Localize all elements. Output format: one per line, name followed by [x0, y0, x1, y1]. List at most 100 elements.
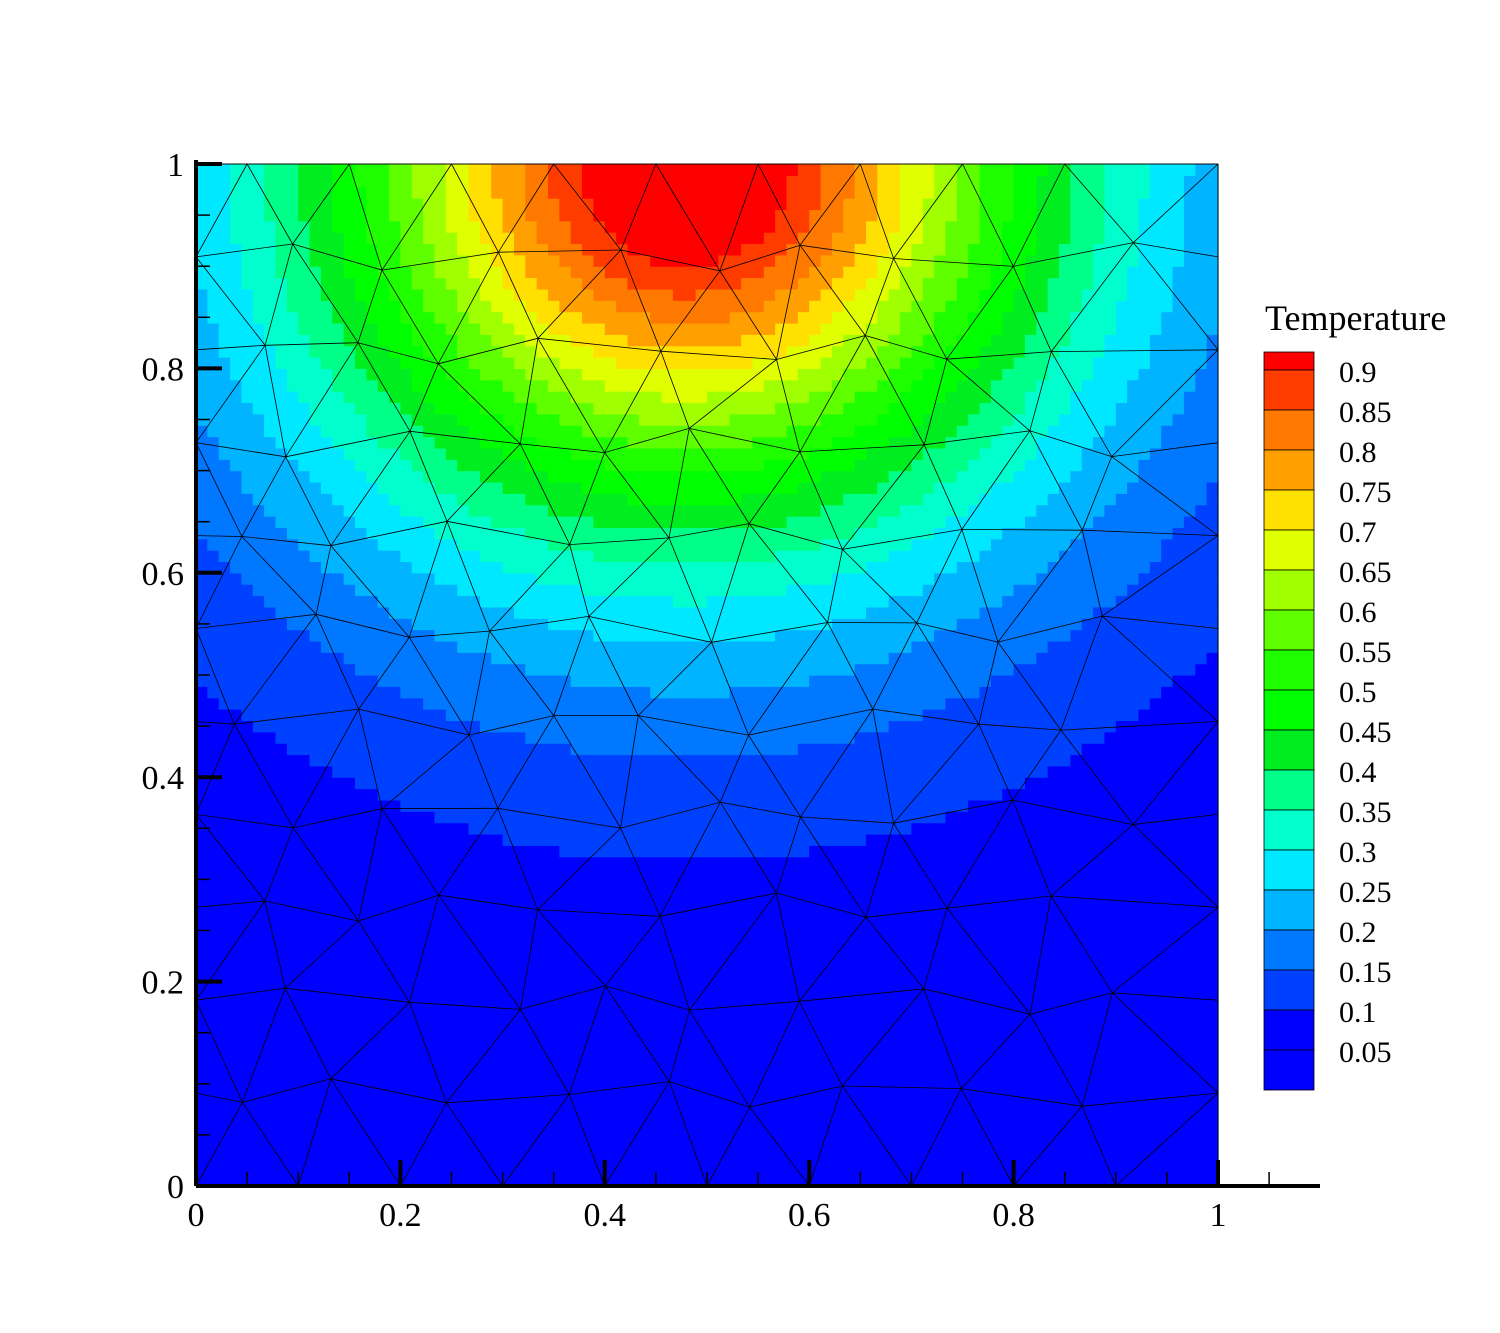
contour-cell — [536, 595, 549, 608]
contour-cell — [513, 936, 526, 949]
contour-cell — [400, 777, 413, 790]
contour-cell — [650, 391, 663, 404]
contour-cell — [479, 516, 492, 528]
contour-cell — [468, 459, 481, 472]
contour-cell — [218, 879, 231, 892]
contour-cell — [616, 595, 629, 608]
contour-cell — [218, 402, 231, 415]
contour-cell — [536, 629, 549, 642]
contour-cell — [332, 856, 345, 869]
contour-cell — [661, 334, 674, 347]
contour-cell — [298, 777, 311, 790]
contour-cell — [650, 425, 663, 438]
contour-cell — [797, 413, 810, 426]
contour-cell — [252, 334, 265, 347]
contour-cell — [729, 958, 742, 971]
contour-cell — [241, 947, 254, 960]
contour-cell — [491, 164, 504, 176]
contour-cell — [638, 391, 651, 404]
contour-cell — [491, 572, 504, 585]
contour-cell — [638, 368, 651, 381]
contour-cell — [354, 595, 367, 608]
contour-cell — [366, 731, 379, 744]
contour-cell — [525, 1174, 538, 1187]
contour-cell — [445, 709, 458, 722]
contour-cell — [729, 413, 742, 426]
contour-cell — [479, 618, 492, 631]
contour-cell — [502, 697, 515, 710]
contour-cell — [582, 902, 595, 915]
contour-cell — [604, 595, 617, 608]
contour-cell — [230, 947, 243, 960]
contour-cell — [695, 402, 708, 415]
contour-cell — [457, 629, 470, 642]
contour-cell — [638, 1061, 651, 1074]
contour-cell — [638, 425, 651, 438]
contour-cell — [309, 720, 322, 733]
contour-cell — [809, 391, 822, 404]
contour-cell — [525, 754, 538, 767]
contour-cell — [763, 981, 776, 994]
contour-cell — [627, 1061, 640, 1074]
contour-cell — [548, 527, 560, 540]
contour-cell — [366, 924, 379, 937]
contour-cell — [502, 1083, 515, 1096]
contour-cell — [377, 1151, 390, 1164]
contour-cell — [218, 527, 231, 540]
contour-cell — [627, 765, 640, 778]
contour-cell — [763, 198, 776, 211]
contour-cell — [309, 709, 322, 722]
contour-cell — [593, 1163, 606, 1176]
contour-cell — [593, 322, 606, 335]
contour-cell — [479, 890, 492, 903]
contour-cell — [661, 1083, 674, 1096]
contour-cell — [513, 731, 526, 744]
contour-cell — [298, 1163, 311, 1176]
contour-cell — [741, 652, 754, 665]
contour-cell — [752, 640, 765, 653]
contour-cell — [741, 493, 754, 506]
contour-cell — [809, 686, 822, 699]
contour-cell — [638, 890, 651, 903]
contour-cell — [707, 470, 719, 483]
contour-cell — [286, 811, 299, 824]
contour-cell — [775, 1027, 788, 1039]
contour-cell — [207, 266, 220, 279]
contour-cell — [809, 1140, 822, 1153]
contour-cell — [604, 186, 617, 199]
contour-cell — [264, 981, 277, 994]
contour-cell — [502, 890, 515, 903]
contour-cell — [241, 811, 254, 824]
contour-cell — [775, 470, 788, 483]
contour-cell — [230, 504, 243, 517]
contour-cell — [264, 288, 277, 301]
contour-cell — [695, 788, 708, 801]
contour-cell — [400, 504, 413, 517]
contour-cell — [797, 720, 810, 733]
contour-cell — [741, 1163, 754, 1176]
contour-cell — [638, 902, 651, 915]
contour-cell — [411, 1174, 424, 1187]
contour-cell — [661, 1140, 674, 1153]
contour-cell — [479, 822, 492, 835]
contour-cell — [570, 538, 583, 551]
contour-cell — [570, 1083, 583, 1096]
contour-cell — [389, 357, 401, 369]
contour-cell — [320, 243, 333, 256]
contour-cell — [707, 493, 719, 506]
contour-cell — [775, 1174, 788, 1187]
contour-cell — [275, 822, 288, 835]
contour-cell — [775, 300, 788, 313]
contour-cell — [275, 720, 288, 733]
contour-cell — [513, 493, 526, 506]
contour-cell — [684, 822, 697, 835]
contour-cell — [593, 1061, 606, 1074]
contour-cell — [230, 652, 243, 665]
contour-cell — [593, 175, 606, 188]
contour-cell — [672, 811, 685, 824]
contour-cell — [479, 811, 492, 824]
contour-cell — [298, 334, 311, 347]
contour-cell — [661, 1015, 674, 1028]
contour-cell — [797, 833, 810, 846]
contour-cell — [752, 981, 765, 994]
